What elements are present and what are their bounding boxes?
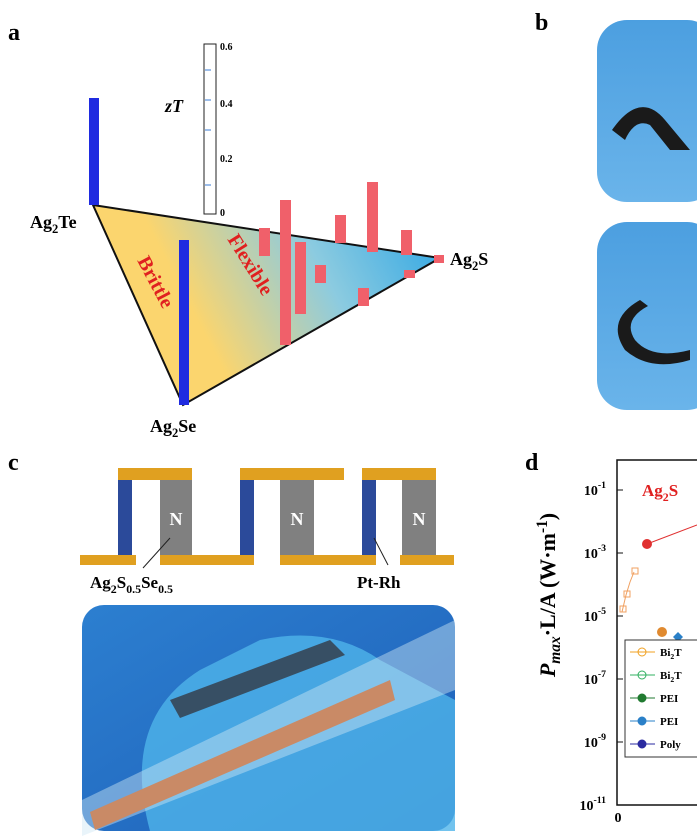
legend-marker <box>638 694 646 702</box>
figure: a 0.6 0.4 0.2 0 zT Ag2Te Ag2S Ag2Se Brit… <box>0 0 697 836</box>
vertex-label: Ag2Se <box>150 416 196 440</box>
legend-entry: PEI <box>660 716 678 728</box>
tick-label: 0.2 <box>220 154 233 165</box>
panel-letter: a <box>8 20 20 46</box>
photo <box>597 222 697 410</box>
material-label: Ag2S0.5Se0.5 <box>90 573 173 596</box>
axis-label: zT <box>164 96 184 116</box>
vertex-label: Ag2Te <box>30 212 77 236</box>
panel-letter: c <box>8 450 19 476</box>
tick-label: 0 <box>220 208 225 219</box>
leg-label: N <box>291 509 304 529</box>
bar <box>179 240 189 405</box>
device-diagram <box>80 468 454 568</box>
y-tick-label: 10-3 <box>584 543 606 562</box>
legend-marker <box>638 717 646 725</box>
bar <box>89 98 99 205</box>
zt-ticks: 0.6 0.4 0.2 0 <box>220 42 233 219</box>
y-tick-label: 10-5 <box>584 606 606 625</box>
markers <box>620 525 697 655</box>
y-tick-label: 10-11 <box>579 795 606 814</box>
tick-label: 0.4 <box>220 99 233 110</box>
y-tick-label: 10-1 <box>584 480 606 499</box>
panel-letter: b <box>535 10 548 36</box>
y-tick-label: 10-7 <box>584 669 606 688</box>
vertex-label: Ag2S <box>450 249 488 273</box>
leg-label: N <box>170 509 183 529</box>
series-title: Ag2S <box>642 481 678 504</box>
legend-marker <box>638 740 646 748</box>
tick-label: 0.6 <box>220 42 233 53</box>
wire-label: Pt-Rh <box>357 573 401 592</box>
panel-letter: d <box>525 450 539 476</box>
y-tick-label: 10-9 <box>584 732 606 751</box>
leg-label: N <box>413 509 426 529</box>
legend-entry: PEI <box>660 693 678 705</box>
legend-entry: Poly <box>660 739 681 751</box>
y-axis-label: Pmax·L/A (W·m-1) <box>534 513 564 678</box>
x-tick-label: 0 <box>615 811 622 826</box>
